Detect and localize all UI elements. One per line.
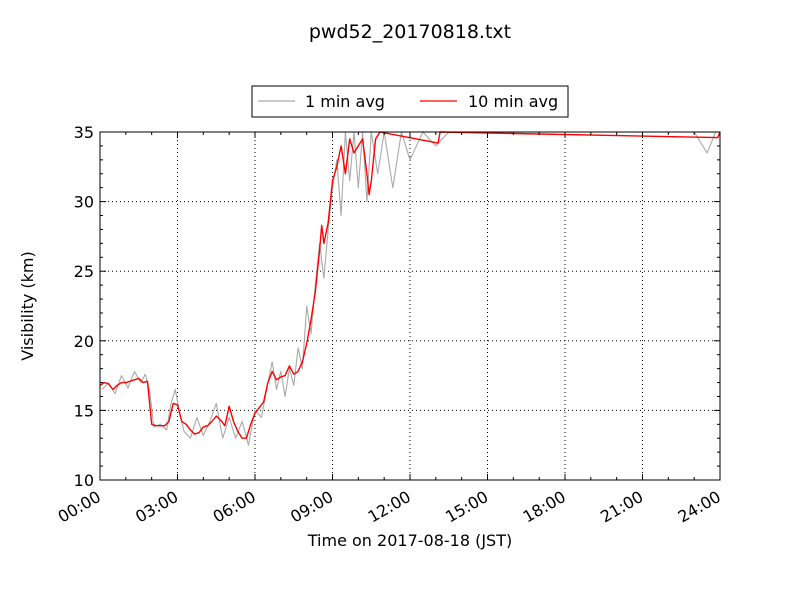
y-tick-label: 25 [74,262,94,281]
legend-label-1min: 1 min avg [305,92,385,111]
legend-box [251,85,569,118]
y-tick-label: 15 [74,401,94,420]
y-tick-label: 30 [74,193,94,212]
ticks [99,131,721,481]
y-tick-label: 35 [74,123,94,142]
series-10min-avg-line [99,131,721,439]
legend: 1 min avg 10 min avg [251,85,569,118]
plot-series [99,131,721,446]
y-tick-label: 10 [74,471,94,490]
plot-area [100,132,720,480]
grid [100,132,720,480]
x-axis-title: Time on 2017-08-18 (JST) [307,531,512,550]
legend-label-10min: 10 min avg [468,92,558,111]
y-tick-label: 20 [74,332,94,351]
series-1min-avg-line [101,131,720,446]
chart-title: pwd52_20170818.txt [309,21,511,43]
y-axis-title: Visibility (km) [18,251,37,360]
